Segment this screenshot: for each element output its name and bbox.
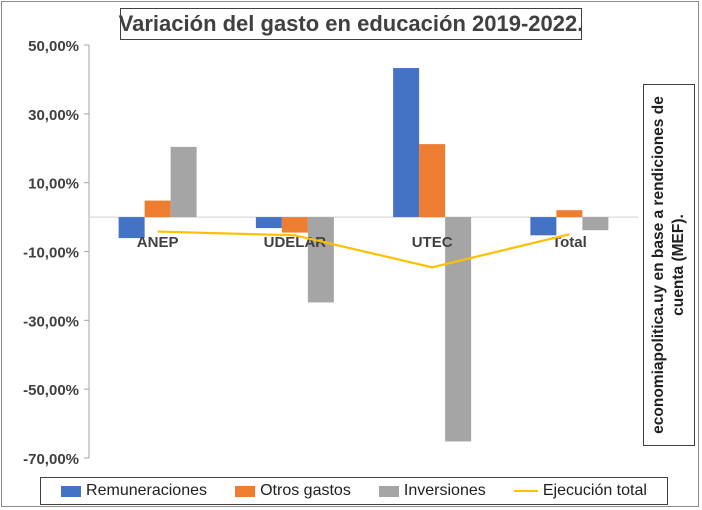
bar-inversiones (307, 217, 334, 303)
y-tick-label: -70,00% (23, 451, 79, 468)
legend-swatch-otros-gastos (235, 485, 256, 497)
legend-label-inversiones: Inversiones (403, 482, 486, 499)
bar-inversiones (445, 217, 472, 442)
chart-legend: Remuneraciones Otros gastos Inversiones … (40, 477, 668, 505)
category-label: Total (552, 234, 587, 251)
y-tick-label: 30,00% (28, 107, 79, 124)
legend-label-otros-gastos: Otros gastos (260, 482, 351, 499)
bar-remuneraciones (118, 217, 145, 239)
bar-otros-gastos (556, 210, 583, 218)
bar-inversiones (170, 146, 197, 218)
legend-item-remuneraciones: Remuneraciones (61, 482, 207, 500)
line-ejecucion-total (157, 230, 570, 269)
category-label: UDELAR (264, 234, 327, 251)
category-label: ANEP (137, 234, 179, 251)
category-label: UTEC (412, 234, 453, 251)
legend-item-otros-gastos: Otros gastos (235, 482, 351, 500)
legend-swatch-remuneraciones (61, 485, 82, 497)
chart-title-box: Variación del gasto en educación 2019-20… (118, 8, 584, 40)
bar-remuneraciones (393, 68, 420, 218)
legend-label-ejecucion-total: Ejecución total (542, 482, 647, 499)
bar-remuneraciones (255, 217, 282, 229)
legend-item-inversiones: Inversiones (378, 482, 486, 500)
legend-swatch-inversiones (378, 485, 399, 497)
bar-otros-gastos (281, 217, 308, 233)
legend-label-remuneraciones: Remuneraciones (86, 482, 207, 499)
y-tick-label: -10,00% (23, 245, 79, 262)
y-tick-label: -30,00% (23, 313, 79, 330)
bar-otros-gastos (144, 200, 171, 218)
bar-otros-gastos (419, 144, 446, 218)
y-tick-label: 10,00% (28, 176, 79, 193)
bar-remuneraciones (530, 217, 557, 236)
legend-swatch-ejecucion-total (513, 490, 538, 492)
y-tick-label: 50,00% (28, 38, 79, 55)
bar-inversiones (582, 217, 609, 231)
chart-title: Variación del gasto en educación 2019-20… (118, 11, 584, 36)
source-note-box (643, 84, 695, 446)
source-note: economiapolitica.uy en base a rendicione… (650, 96, 687, 434)
y-tick-label: -50,00% (23, 382, 79, 399)
legend-item-ejecucion-total: Ejecución total (513, 482, 647, 500)
